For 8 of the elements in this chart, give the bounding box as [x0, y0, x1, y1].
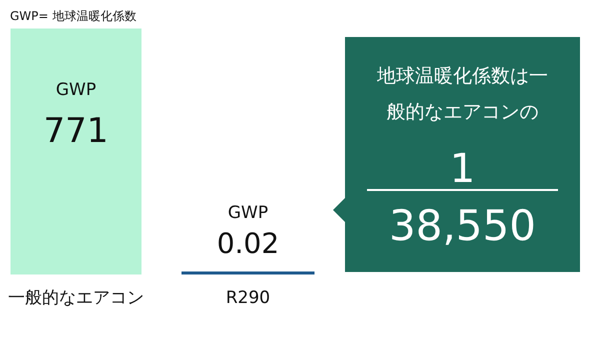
data-label: 771: [44, 111, 108, 151]
data-label: 0.02: [216, 227, 280, 260]
x-tick-label: 一般的なエアコン: [8, 288, 144, 308]
annotation: GWP: [228, 203, 268, 223]
annotation: GWP: [56, 80, 96, 100]
x-tick-label: R290: [226, 288, 270, 308]
chart-title: GWP= 地球温暖化係数: [10, 9, 136, 23]
callout: 地球温暖化係数は一般的なエアコンの 1 38,550: [333, 37, 580, 272]
